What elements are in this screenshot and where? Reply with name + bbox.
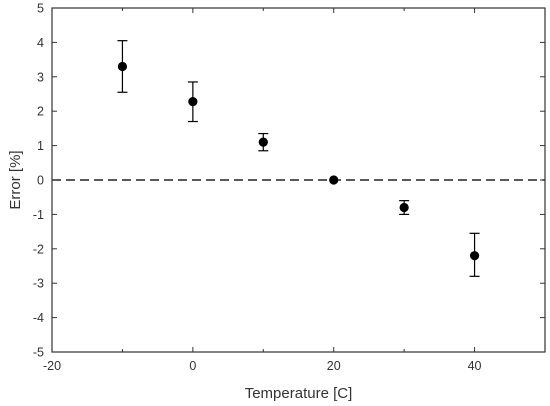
data-points — [117, 40, 480, 277]
x-tick-label: 0 — [189, 359, 196, 373]
y-tick-label: 2 — [37, 105, 44, 119]
y-tick-label: 4 — [37, 36, 44, 50]
y-tick-label: -2 — [33, 242, 44, 256]
x-tick-label: -20 — [43, 359, 61, 373]
data-point — [117, 61, 128, 72]
x-tick-label: 40 — [468, 359, 482, 373]
y-tick-label: -4 — [33, 311, 44, 325]
y-tick-label: -5 — [33, 346, 44, 360]
data-point — [469, 251, 480, 261]
y-tick-label: 5 — [37, 2, 44, 16]
y-tick-label: 0 — [37, 174, 44, 188]
y-axis-title: Error [%] — [7, 150, 24, 209]
y-tick-label: 3 — [37, 70, 44, 84]
data-point — [188, 96, 198, 107]
data-point — [399, 202, 409, 213]
x-tick-label: 20 — [327, 359, 341, 373]
y-tick-label: -3 — [33, 277, 44, 291]
y-tick-label: 1 — [37, 139, 44, 153]
data-point — [329, 175, 339, 185]
x-axis-ticks: -20 0 20 40 — [43, 8, 482, 373]
y-axis-ticks: -5 -4 -3 -2 -1 0 1 2 3 4 5 — [33, 2, 545, 360]
data-point — [258, 137, 268, 147]
x-axis-title: Temperature [C] — [245, 385, 353, 402]
y-tick-label: -1 — [33, 208, 44, 222]
